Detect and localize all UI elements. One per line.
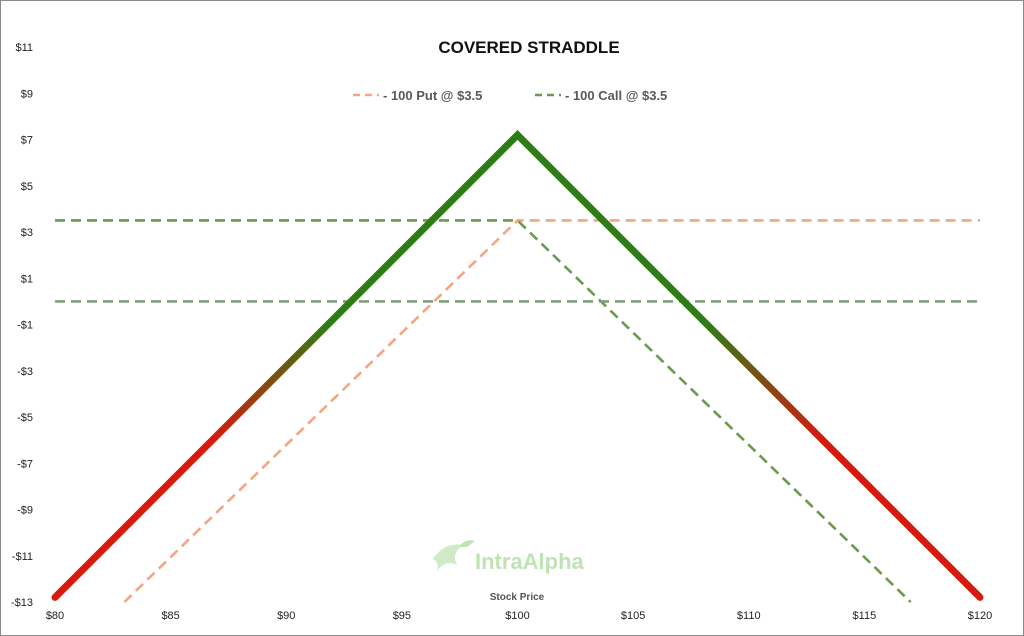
legend: - 100 Put @ $3.5 - 100 Call @ $3.5 (353, 88, 667, 103)
y-axis-tick-labels: $11 $9 $7 $5 $3 $1 -$1 -$3 -$5 -$7 -$9 -$11 -$13 (11, 42, 33, 609)
x-tick-label: $95 (393, 610, 411, 622)
x-tick-label: $120 (968, 610, 992, 622)
y-tick-label: $5 (21, 181, 33, 193)
y-tick-label: -$1 (17, 320, 33, 332)
y-tick-label: $7 (21, 135, 33, 147)
chart-title: COVERED STRADDLE (438, 38, 619, 57)
hummingbird-logo-icon (433, 540, 475, 571)
x-tick-label: $80 (46, 610, 64, 622)
y-tick-label: -$13 (11, 597, 33, 609)
y-tick-label: -$3 (17, 366, 33, 378)
x-axis-tick-labels: $80 $85 $90 $95 $100 $105 $110 $115 $120 (46, 610, 992, 622)
series-lines (51, 129, 984, 603)
x-tick-label: $100 (505, 610, 529, 622)
legend-label: - 100 Call @ $3.5 (565, 88, 667, 103)
series-line-0 (123, 219, 980, 603)
y-tick-label: -$7 (17, 458, 33, 470)
y-tick-label: $3 (21, 227, 33, 239)
x-tick-label: $110 (737, 610, 761, 622)
legend-item: - 100 Call @ $3.5 (535, 88, 667, 103)
net-payoff-line (51, 129, 984, 601)
watermark-text: IntraAlpha (475, 549, 585, 574)
y-tick-label: $1 (21, 273, 33, 285)
legend-item: - 100 Put @ $3.5 (353, 88, 482, 103)
x-tick-label: $115 (853, 610, 877, 622)
y-tick-label: -$9 (17, 505, 33, 517)
y-tick-label: $11 (15, 42, 33, 54)
y-tick-label: -$11 (12, 551, 33, 563)
x-axis-title: Stock Price (490, 592, 545, 603)
legend-label: - 100 Put @ $3.5 (383, 88, 482, 103)
x-tick-label: $105 (621, 610, 645, 622)
x-tick-label: $85 (161, 610, 179, 622)
watermark: IntraAlpha (433, 540, 585, 574)
y-tick-label: $9 (21, 88, 33, 100)
x-tick-label: $90 (277, 610, 295, 622)
y-tick-label: -$5 (17, 412, 33, 424)
